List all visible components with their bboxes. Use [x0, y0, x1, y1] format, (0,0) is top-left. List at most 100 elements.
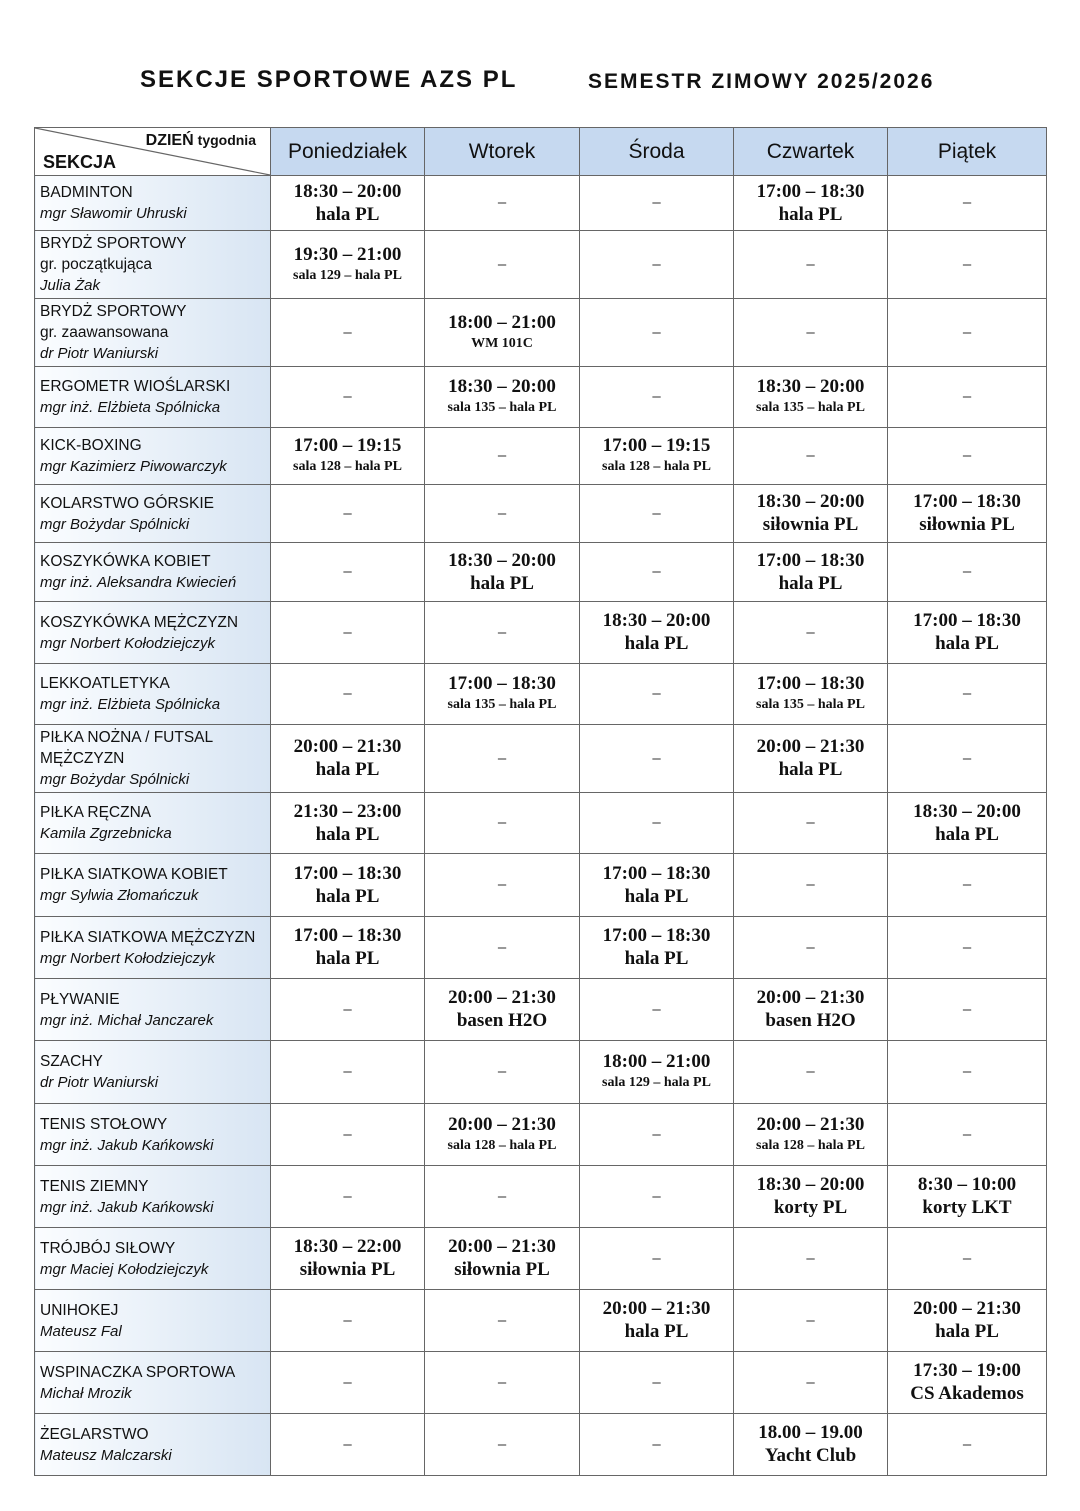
schedule-cell: 18:30 – 20:00 hala PL — [887, 792, 1047, 854]
empty-dash: – — [962, 1000, 972, 1018]
empty-cell: – — [424, 724, 580, 793]
empty-cell: – — [887, 175, 1047, 231]
empty-dash: – — [343, 1435, 352, 1453]
table-row: BADMINTON mgr Sławomir Uhruski 18:30 – 20:… — [34, 175, 1047, 231]
schedule-cell: 17:00 – 19:15 sala 128 – hala PL — [579, 427, 734, 485]
empty-cell: – — [887, 1227, 1047, 1290]
section-name: KOSZYKÓWKA MĘŻCZYZN — [40, 613, 239, 631]
empty-cell: – — [579, 1165, 734, 1228]
schedule-cell: 18:30 – 20:00 hala PL — [424, 542, 580, 602]
empty-cell: – — [270, 1413, 425, 1476]
time-range: 19:30 – 21:00 — [293, 243, 402, 265]
empty-dash: – — [962, 194, 972, 211]
empty-cell: – — [270, 366, 425, 428]
section-name: KOLARSTWO GÓRSKIE — [40, 494, 214, 512]
empty-dash: – — [806, 1063, 815, 1080]
schedule-cell: 20:00 – 21:30 hala PL — [887, 1289, 1047, 1352]
empty-dash: – — [652, 814, 661, 831]
section-name: UNIHOKEJ — [40, 1301, 119, 1319]
section-name: KOSZYKÓWKA KOBIET — [40, 553, 211, 570]
time-range: 21:30 – 23:00 — [293, 800, 402, 822]
location: hala PL — [778, 759, 843, 780]
empty-cell: – — [579, 298, 734, 367]
empty-cell: – — [270, 1040, 425, 1104]
empty-dash: – — [652, 1249, 661, 1267]
empty-dash: – — [962, 685, 972, 702]
empty-dash: – — [343, 563, 352, 580]
empty-dash: – — [343, 1187, 352, 1205]
section-coach: mgr Maciej Kołodziejczyk — [40, 1260, 209, 1278]
table-row: BRYDŻ SPORTOWY gr. początkująca Julia Żak 1… — [34, 230, 1047, 299]
schedule-cell: 19:30 – 21:00 sala 129 – hala PL — [270, 230, 425, 299]
schedule-cell: 17:00 – 18:30 hala PL — [733, 542, 888, 602]
location: sala 135 – hala PL — [447, 400, 557, 415]
table-row: KOSZYKÓWKA MĘŻCZYZN mgr Norbert Kołodziej… — [34, 601, 1047, 664]
schedule-cell: 17:00 – 18:30 hala PL — [270, 916, 425, 979]
empty-cell: – — [579, 230, 734, 299]
time-range: 17:00 – 18:30 — [602, 862, 711, 884]
section-name: PŁYWANIE — [40, 990, 120, 1008]
section-coach: dr Piotr Waniurski — [40, 1074, 159, 1091]
day-header-wednesday: Środa — [579, 127, 734, 176]
empty-cell: – — [424, 1165, 580, 1228]
time-range: 17:00 – 18:30 — [756, 673, 865, 694]
empty-cell: – — [424, 601, 580, 664]
location: siłownia PL — [299, 1259, 396, 1280]
section-name: TRÓJBÓJ SIŁOWY — [40, 1239, 176, 1257]
empty-cell: – — [270, 601, 425, 664]
section-cell: PIŁKA SIATKOWA MĘŻCZYZN mgr Norbert Kołod… — [34, 916, 271, 979]
time-range: 17:00 – 18:30 — [913, 491, 1021, 512]
empty-cell: – — [733, 427, 888, 485]
table-row: SZACHY dr Piotr Waniurski – – 18:00 – 21:00 s… — [34, 1040, 1047, 1104]
empty-cell: – — [733, 1289, 888, 1352]
time-range: 20:00 – 21:30 — [913, 1298, 1021, 1319]
location: basen H2O — [456, 1010, 548, 1031]
table-row: KICK-BOXING mgr Kazimierz Piwowarczyk 17:0… — [34, 427, 1047, 485]
section-name: KICK-BOXING — [40, 437, 142, 454]
location: hala PL — [315, 203, 380, 225]
empty-cell: – — [579, 1351, 734, 1414]
section-coach: Kamila Zgrzebnicka — [40, 825, 172, 842]
location: korty PL — [773, 1197, 848, 1218]
time-range: 20:00 – 21:30 — [756, 1113, 865, 1135]
time-range: 20:00 – 21:30 — [756, 736, 865, 757]
section-name: LEKKOATLETYKA — [40, 675, 170, 692]
location: sala 128 – hala PL — [293, 459, 402, 474]
empty-cell: – — [270, 542, 425, 602]
location: CS Akademos — [910, 1383, 1024, 1404]
table-row: KOLARSTWO GÓRSKIE mgr Bożydar Spólnicki – –… — [34, 484, 1047, 543]
empty-cell: – — [424, 175, 580, 231]
section-cell: KOSZYKÓWKA MĘŻCZYZN mgr Norbert Kołodziej… — [34, 601, 271, 664]
empty-cell: – — [270, 484, 425, 543]
empty-dash: – — [806, 1373, 815, 1391]
empty-dash: – — [806, 623, 815, 641]
corner-day: DZIEŃ — [145, 132, 194, 149]
time-range: 18:30 – 20:00 — [293, 180, 402, 202]
empty-dash: – — [343, 1125, 352, 1143]
time-range: 18:30 – 20:00 — [448, 376, 556, 397]
section-group: MĘŻCZYZN — [40, 750, 125, 767]
schedule-cell: 20:00 – 21:30 hala PL — [270, 724, 425, 793]
section-coach: mgr Sylwia Złomańczuk — [40, 887, 199, 904]
section-cell: SZACHY dr Piotr Waniurski — [34, 1040, 271, 1104]
section-cell: UNIHOKEJ Mateusz Fal — [34, 1289, 271, 1352]
section-coach: Mateusz Malczarski — [40, 1446, 172, 1464]
section-group: gr. zaawansowana — [40, 324, 169, 341]
diagonal-divider — [35, 128, 270, 175]
section-coach: dr Piotr Waniurski — [40, 345, 159, 362]
section-cell: TENIS STOŁOWY mgr inż. Jakub Kańkowski — [34, 1103, 271, 1166]
empty-cell: – — [733, 916, 888, 979]
section-cell: ERGOMETR WIOŚLARSKI mgr inż. Elżbieta Spó… — [34, 366, 271, 428]
schedule-cell: 21:30 – 23:00 hala PL — [270, 792, 425, 854]
time-range: 17:00 – 19:15 — [293, 435, 402, 456]
empty-cell: – — [270, 1165, 425, 1228]
empty-cell: – — [579, 542, 734, 602]
empty-dash: – — [497, 749, 507, 767]
empty-dash: – — [652, 194, 661, 211]
time-range: 20:00 – 21:30 — [448, 1113, 556, 1135]
section-group: gr. początkująca — [40, 256, 153, 273]
empty-dash: – — [497, 1311, 507, 1329]
empty-dash: – — [806, 938, 815, 956]
empty-dash: – — [652, 1373, 661, 1391]
empty-cell: – — [424, 1351, 580, 1414]
